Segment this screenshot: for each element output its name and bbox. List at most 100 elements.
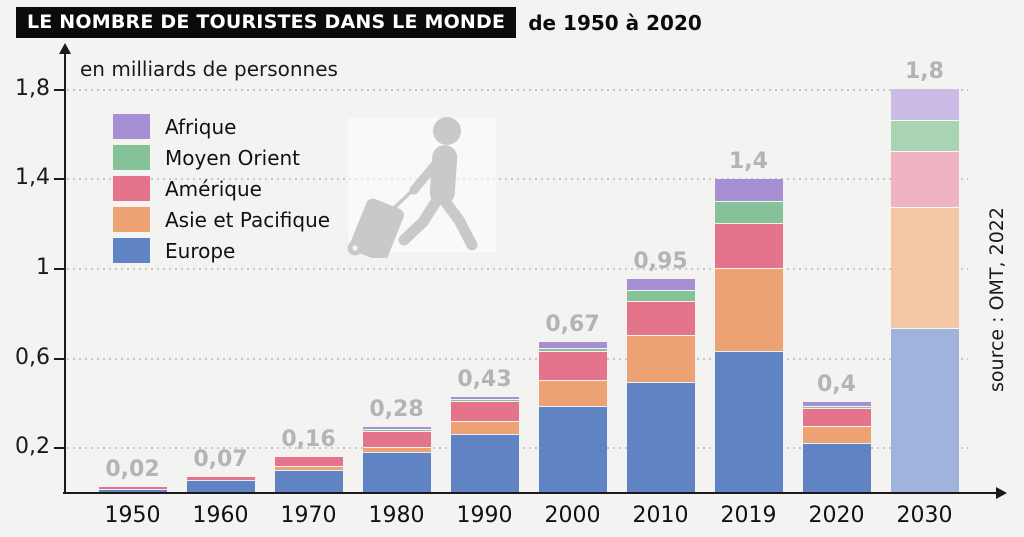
x-axis-arrow-icon [996, 487, 1007, 499]
bar-segment-afrique [890, 89, 959, 120]
source-credit: source : OMT, 2022 [986, 207, 1008, 392]
bar-segment-moyen-orient [890, 120, 959, 151]
bar-segment-amérique [626, 301, 695, 335]
gridline [67, 268, 968, 270]
bar-segment-afrique [626, 279, 695, 290]
bar-segment-europe [626, 382, 695, 492]
bar-segment-europe [538, 406, 607, 492]
bar-segment-moyen-orient [802, 406, 871, 408]
bar-total-label: 0,16 [281, 427, 336, 452]
legend-swatch [113, 114, 150, 139]
legend-item-amérique: Amérique [113, 173, 330, 204]
legend-swatch [113, 176, 150, 201]
suitcase-body [350, 198, 404, 258]
bar-segment-amérique [802, 408, 871, 426]
bar-segment-asie-et-pacifique [362, 447, 431, 452]
traveler-back-leg [398, 194, 443, 246]
bar-total-label: 0,02 [105, 457, 160, 482]
bar-segment-asie-et-pacifique [538, 380, 607, 406]
bar-2020 [802, 402, 871, 492]
x-tick-label: 1960 [192, 503, 249, 528]
bar-segment-afrique [538, 342, 607, 348]
x-tick-label: 2030 [896, 503, 953, 528]
legend-swatch [113, 145, 150, 170]
bar-segment-amérique [362, 431, 431, 447]
bar-segment-amérique [98, 487, 167, 489]
y-tick-mark [54, 178, 66, 180]
y-tick-mark [54, 358, 66, 360]
bar-1990 [450, 397, 519, 492]
x-tick-label: 2000 [544, 503, 601, 528]
y-axis-caption: en milliards de personnes [80, 57, 338, 81]
chart-legend: Afrique Moyen Orient Amérique Asie et Pacif… [113, 111, 330, 266]
bar-segment-amérique [186, 477, 255, 480]
legend-swatch [113, 238, 150, 263]
bar-1970 [274, 457, 343, 492]
bar-segment-afrique [450, 397, 519, 399]
bar-segment-asie-et-pacifique [626, 335, 695, 382]
bar-1980 [362, 427, 431, 492]
traveler-arm [409, 149, 449, 195]
bar-segment-amérique [450, 401, 519, 421]
legend-item-afrique: Afrique [113, 111, 330, 142]
bar-1950 [98, 487, 167, 492]
header: LE NOMBRE DE TOURISTES DANS LE MONDE de … [16, 7, 702, 38]
legend-label: Moyen Orient [165, 145, 301, 170]
legend-label: Amérique [165, 176, 262, 201]
y-axis-arrow-icon [59, 43, 71, 54]
x-tick-label: 2019 [720, 503, 777, 528]
bar-2030 [890, 89, 959, 492]
bar-segment-europe [890, 328, 959, 492]
page-title: LE NOMBRE DE TOURISTES DANS LE MONDE [16, 7, 517, 38]
bar-total-label: 0,4 [817, 372, 856, 397]
bar-segment-asie-et-pacifique [274, 466, 343, 470]
bar-segment-amérique [538, 351, 607, 380]
bar-total-label: 1,8 [905, 59, 944, 84]
legend-item-europe: Europe [113, 235, 330, 266]
bar-2000 [538, 342, 607, 492]
bar-segment-amérique [714, 223, 783, 268]
y-tick-mark [54, 268, 66, 270]
bar-2010 [626, 279, 695, 492]
bar-segment-europe [274, 470, 343, 492]
bar-segment-moyen-orient [626, 290, 695, 301]
bar-segment-afrique [714, 179, 783, 201]
bar-segment-moyen-orient [714, 201, 783, 223]
legend-label: Asie et Pacifique [165, 207, 331, 232]
y-tick-mark [54, 447, 66, 449]
traveler-head [433, 117, 461, 145]
bar-total-label: 0,07 [193, 447, 248, 472]
bar-segment-moyen-orient [538, 348, 607, 351]
y-tick-label: 1 [36, 255, 50, 280]
suitcase-wheel-hub [352, 245, 358, 251]
x-tick-label: 2020 [808, 503, 865, 528]
legend-label: Europe [165, 238, 236, 263]
traveler-suitcase-icon [347, 117, 478, 258]
y-tick-label: 0,2 [15, 434, 50, 459]
bar-total-label: 0,67 [545, 312, 600, 337]
x-tick-label: 1980 [368, 503, 425, 528]
y-tick-mark [54, 89, 66, 91]
bar-segment-asie-et-pacifique [714, 268, 783, 351]
bar-total-label: 0,95 [633, 249, 688, 274]
gridline [67, 178, 968, 180]
bar-segment-amérique [890, 151, 959, 207]
y-tick-label: 1,8 [15, 76, 50, 101]
bar-segment-europe [186, 480, 255, 492]
page-subtitle: de 1950 à 2020 [528, 10, 702, 35]
bar-segment-europe [802, 443, 871, 492]
x-tick-label: 2010 [632, 503, 689, 528]
bar-segment-europe [450, 434, 519, 492]
bar-segment-amérique [274, 457, 343, 466]
bar-segment-asie-et-pacifique [450, 421, 519, 434]
bar-total-label: 0,43 [457, 367, 512, 392]
y-tick-label: 0,6 [15, 345, 50, 370]
x-axis-line [63, 492, 997, 494]
x-tick-label: 1990 [456, 503, 513, 528]
bar-segment-moyen-orient [362, 429, 431, 431]
y-tick-label: 1,4 [15, 165, 50, 190]
x-tick-label: 1970 [280, 503, 337, 528]
bar-total-label: 1,4 [729, 149, 768, 174]
y-axis-line [64, 52, 66, 494]
